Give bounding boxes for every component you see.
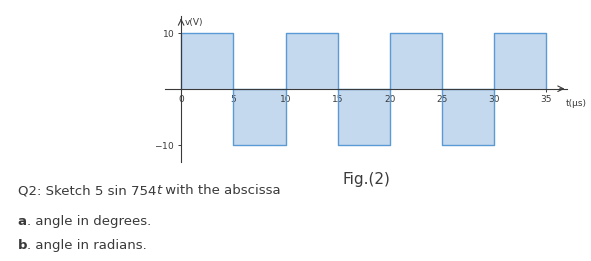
Text: t: t	[156, 184, 161, 197]
Text: t(μs): t(μs)	[565, 99, 586, 108]
Text: with the abscissa: with the abscissa	[161, 184, 281, 197]
Text: Q2: Sketch 5 sin 754: Q2: Sketch 5 sin 754	[18, 184, 156, 197]
Text: . angle in degrees.: . angle in degrees.	[27, 215, 151, 228]
Text: Fig.(2): Fig.(2)	[342, 172, 391, 187]
Text: . angle in radians.: . angle in radians.	[27, 239, 147, 252]
Text: a: a	[18, 215, 27, 228]
Text: b: b	[18, 239, 27, 252]
Text: v(V): v(V)	[184, 19, 203, 27]
